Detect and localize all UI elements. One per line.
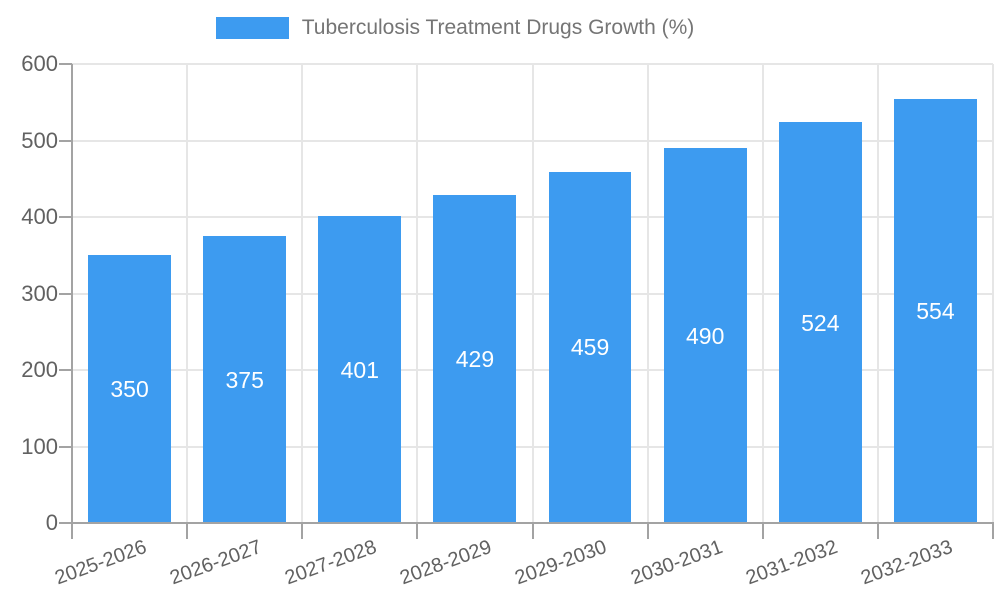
bar-value-label: 429 <box>455 345 495 372</box>
legend-label[interactable]: Tuberculosis Treatment Drugs Growth (%) <box>301 16 695 39</box>
x-axis-tick <box>646 523 649 539</box>
y-axis-tick-label: 200 <box>21 357 58 382</box>
x-axis-category-label: 2030-2031 <box>627 535 726 590</box>
y-axis-tick <box>59 445 72 448</box>
x-axis-category-label: 2025-2026 <box>52 535 150 590</box>
y-axis-tick <box>59 522 72 524</box>
gridline-vertical <box>301 64 304 523</box>
x-axis-tick <box>876 523 879 539</box>
legend-swatch[interactable] <box>215 17 289 39</box>
bar[interactable] <box>203 236 287 523</box>
x-axis-tick <box>71 523 73 539</box>
gridline-vertical <box>531 64 534 523</box>
y-axis-tick <box>59 139 72 142</box>
bar-value-label: 350 <box>110 376 149 403</box>
legend: Tuberculosis Treatment Drugs Growth (%) <box>0 16 955 40</box>
y-axis-tick <box>59 369 72 371</box>
x-axis-tick <box>761 523 764 539</box>
gridline-vertical <box>992 64 994 523</box>
x-axis-category-label: 2029-2030 <box>512 535 610 590</box>
bar[interactable] <box>893 99 977 523</box>
bar-value-label: 554 <box>916 298 955 325</box>
y-axis-tick-label: 0 <box>45 510 58 535</box>
x-axis-tick <box>531 523 534 539</box>
bar[interactable] <box>548 171 632 523</box>
y-axis-tick <box>59 63 72 65</box>
y-axis-tick <box>59 216 72 218</box>
bar[interactable] <box>778 122 862 523</box>
y-axis-tick-label: 500 <box>21 127 58 153</box>
x-axis-tick <box>301 523 304 539</box>
bar-value-label: 459 <box>570 334 610 361</box>
gridline-vertical <box>876 64 879 523</box>
x-axis-category-label: 2032-2033 <box>857 535 956 590</box>
y-axis-tick-label: 300 <box>21 280 58 306</box>
y-axis-tick-label: 100 <box>21 433 58 459</box>
bar[interactable] <box>663 148 747 523</box>
bar-value-label: 375 <box>225 366 264 393</box>
bar-value-label: 524 <box>801 309 840 336</box>
gridline-vertical <box>761 64 764 523</box>
bar-value-label: 401 <box>340 356 379 383</box>
gridline-vertical <box>646 64 649 523</box>
x-axis-category-label: 2026-2027 <box>167 535 265 590</box>
x-axis-category-label: 2028-2029 <box>397 535 495 590</box>
bar-value-label: 490 <box>685 322 725 349</box>
x-axis-tick <box>992 523 994 539</box>
y-axis-tick-label: 600 <box>21 51 58 76</box>
y-axis-line <box>71 64 73 523</box>
x-axis-category-label: 2031-2032 <box>742 535 841 590</box>
y-axis-tick-label: 400 <box>21 204 58 229</box>
x-axis-tick <box>416 523 419 539</box>
x-axis-tick <box>186 523 189 539</box>
y-axis-tick <box>59 292 72 295</box>
bar[interactable] <box>433 194 517 523</box>
gridline-vertical <box>416 64 419 523</box>
gridline-vertical <box>186 64 189 523</box>
bar[interactable] <box>88 255 171 523</box>
x-axis-category-label: 2027-2028 <box>282 535 380 590</box>
bar[interactable] <box>318 216 402 523</box>
